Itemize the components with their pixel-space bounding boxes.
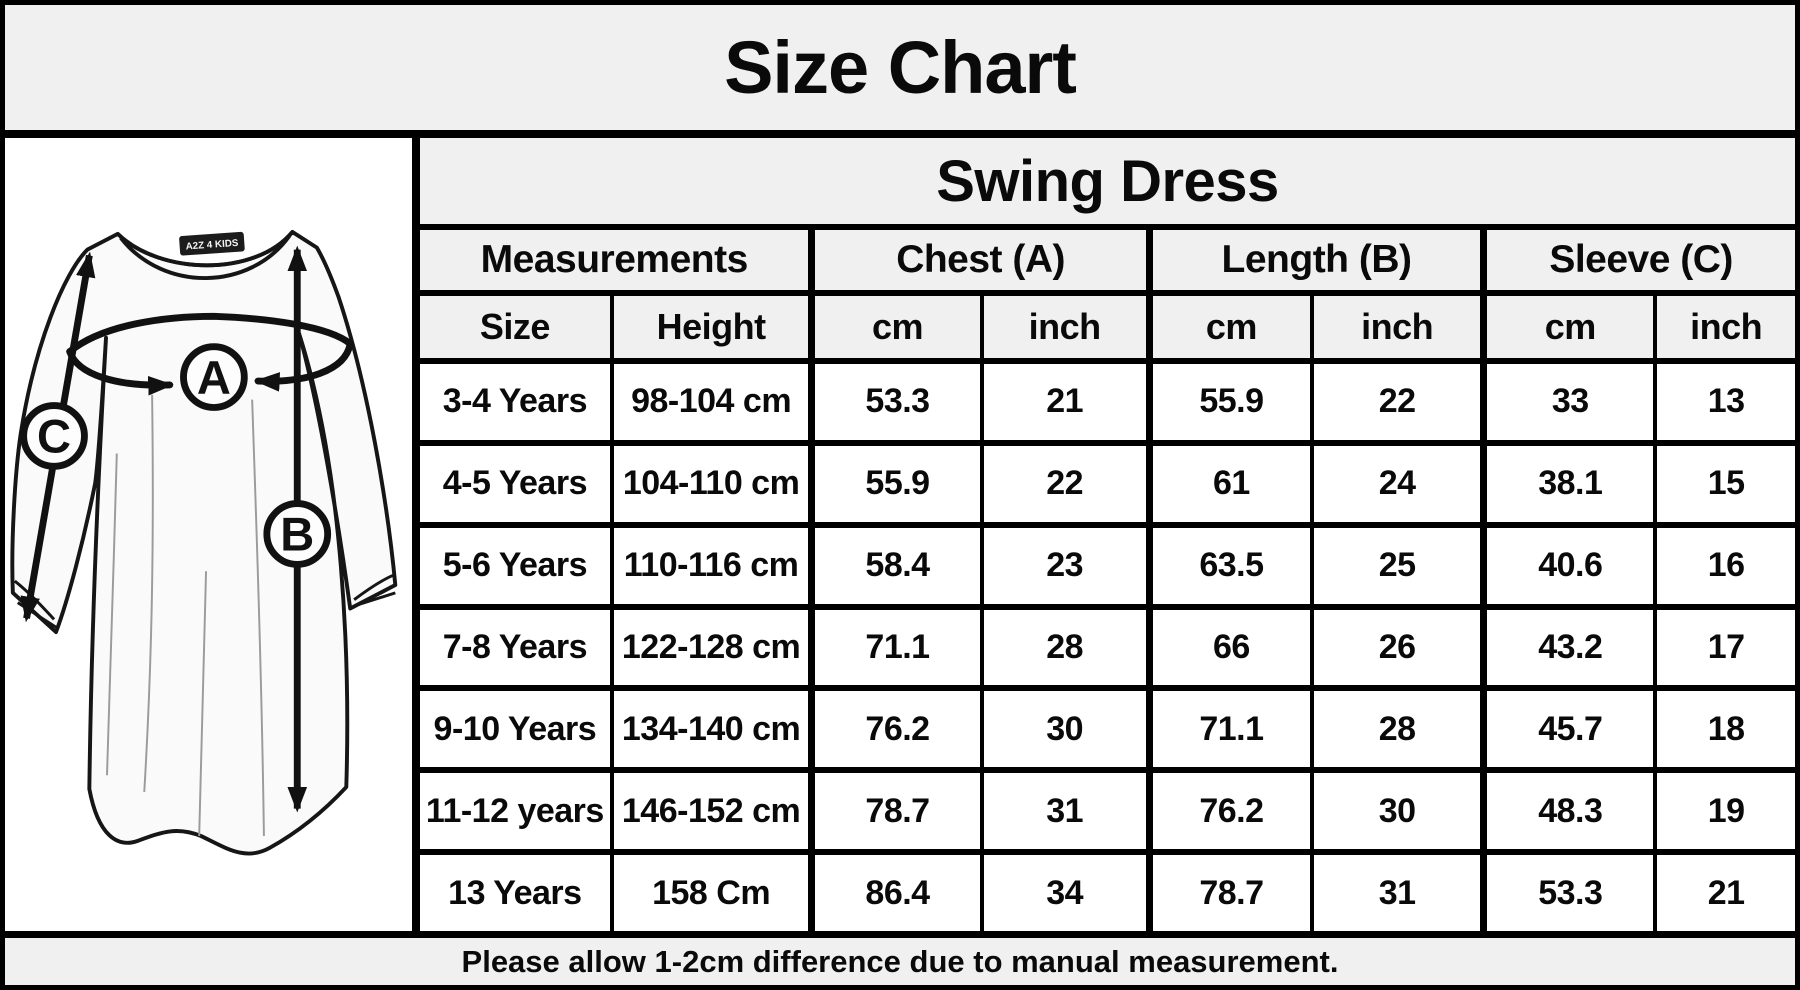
size-cell: 4-5 Years (420, 445, 610, 522)
label-c-text: C (37, 410, 71, 463)
sleeve-cm-cell: 38.1 (1484, 445, 1654, 522)
fold-lines (106, 394, 265, 837)
sleeve-inch-cell: 17 (1657, 609, 1795, 686)
collar-inner-line (119, 234, 292, 280)
dress-outline (10, 229, 398, 856)
sub-header-length-inch: inch (1314, 296, 1481, 358)
size-cell: 9-10 Years (420, 691, 610, 768)
main-area: A2Z 4 KIDS (5, 138, 1795, 931)
title-bar: Size Chart (5, 5, 1795, 138)
chest-cm-cell: 58.4 (812, 527, 980, 604)
length-cm-cell: 55.9 (1149, 364, 1311, 440)
chest-cm-cell: 53.3 (812, 364, 980, 440)
size-table-panel: Swing Dress Measurements Chest (A) Lengt… (420, 138, 1795, 931)
length-cm-cell: 66 (1149, 609, 1311, 686)
sub-header-chest-inch: inch (983, 296, 1146, 358)
size-cell: 3-4 Years (420, 364, 610, 440)
chest-inch-cell: 21 (983, 364, 1146, 440)
size-cell: 11-12 years (420, 773, 610, 850)
group-header-chest: Chest (A) (812, 230, 1146, 290)
length-inch-cell: 25 (1314, 527, 1481, 604)
label-a-circle: A (180, 343, 248, 411)
sub-header-height: Height (613, 296, 809, 358)
chest-inch-cell: 34 (983, 855, 1146, 931)
label-a-text: A (197, 351, 231, 404)
neck-tag: A2Z 4 KIDS (179, 231, 245, 256)
chest-cm-cell: 55.9 (812, 445, 980, 522)
length-inch-cell: 31 (1314, 855, 1481, 931)
group-header-measurements: Measurements (420, 230, 809, 290)
chest-cm-cell: 78.7 (812, 773, 980, 850)
length-inch-cell: 24 (1314, 445, 1481, 522)
sleeve-inch-cell: 21 (1657, 855, 1795, 931)
sleeve-cm-cell: 33 (1484, 364, 1654, 440)
chest-cm-cell: 71.1 (812, 609, 980, 686)
height-cell: 98-104 cm (613, 364, 809, 440)
sleeve-cm-cell: 43.2 (1484, 609, 1654, 686)
group-header-sleeve: Sleeve (C) (1484, 230, 1795, 290)
height-cell: 122-128 cm (613, 609, 809, 686)
sleeve-cm-cell: 48.3 (1484, 773, 1654, 850)
chest-cm-cell: 76.2 (812, 691, 980, 768)
product-title-cell: Swing Dress (420, 138, 1795, 224)
size-cell: 7-8 Years (420, 609, 610, 686)
collar-outer-line (116, 230, 294, 268)
chest-inch-cell: 31 (983, 773, 1146, 850)
length-cm-cell: 78.7 (1149, 855, 1311, 931)
neck-tag-text: A2Z 4 KIDS (185, 238, 239, 253)
length-inch-cell: 22 (1314, 364, 1481, 440)
sleeve-cm-cell: 40.6 (1484, 527, 1654, 604)
length-cm-cell: 71.1 (1149, 691, 1311, 768)
sleeve-inch-cell: 18 (1657, 691, 1795, 768)
height-cell: 110-116 cm (613, 527, 809, 604)
length-inch-cell: 30 (1314, 773, 1481, 850)
sub-header-size: Size (420, 296, 610, 358)
dress-diagram-panel: A2Z 4 KIDS (5, 138, 420, 931)
label-b-circle: B (263, 500, 332, 568)
size-table: Swing Dress Measurements Chest (A) Lengt… (420, 138, 1795, 931)
label-c-circle: C (20, 402, 88, 470)
height-cell: 146-152 cm (613, 773, 809, 850)
size-cell: 13 Years (420, 855, 610, 931)
length-inch-cell: 26 (1314, 609, 1481, 686)
sub-header-sleeve-cm: cm (1484, 296, 1654, 358)
sleeve-cm-cell: 45.7 (1484, 691, 1654, 768)
sleeve-inch-cell: 13 (1657, 364, 1795, 440)
chest-inch-cell: 28 (983, 609, 1146, 686)
chest-cm-cell: 86.4 (812, 855, 980, 931)
footer-note: Please allow 1-2cm difference due to man… (461, 943, 1339, 979)
length-inch-cell: 28 (1314, 691, 1481, 768)
dress-diagram: A2Z 4 KIDS (10, 229, 398, 856)
sleeve-inch-cell: 19 (1657, 773, 1795, 850)
height-cell: 158 Cm (613, 855, 809, 931)
sub-header-length-cm: cm (1149, 296, 1311, 358)
size-cell: 5-6 Years (420, 527, 610, 604)
height-cell: 134-140 cm (613, 691, 809, 768)
chest-inch-cell: 30 (983, 691, 1146, 768)
chest-inch-cell: 23 (983, 527, 1146, 604)
sub-header-chest-cm: cm (812, 296, 980, 358)
sleeve-inch-cell: 16 (1657, 527, 1795, 604)
height-cell: 104-110 cm (613, 445, 809, 522)
sleeve-cm-cell: 53.3 (1484, 855, 1654, 931)
length-cm-cell: 76.2 (1149, 773, 1311, 850)
page-title: Size Chart (724, 26, 1077, 109)
sleeve-inch-cell: 15 (1657, 445, 1795, 522)
label-b-text: B (280, 508, 314, 561)
group-header-length: Length (B) (1149, 230, 1481, 290)
length-cm-cell: 63.5 (1149, 527, 1311, 604)
sub-header-sleeve-inch: inch (1657, 296, 1795, 358)
footer-note-bar: Please allow 1-2cm difference due to man… (5, 931, 1795, 985)
length-cm-cell: 61 (1149, 445, 1311, 522)
chest-inch-cell: 22 (983, 445, 1146, 522)
